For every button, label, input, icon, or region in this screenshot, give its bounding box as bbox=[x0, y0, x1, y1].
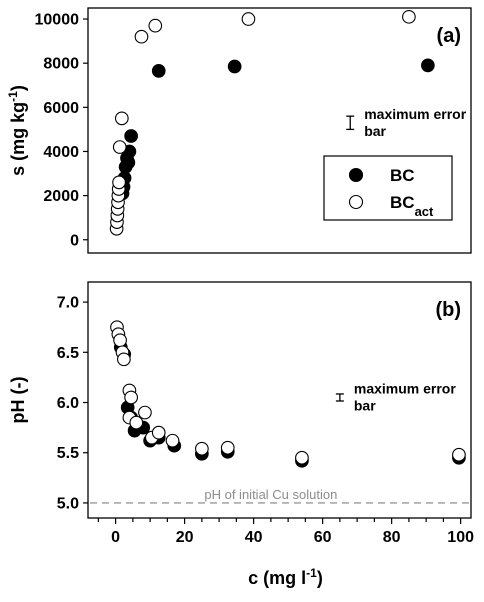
data-point-bc-act bbox=[124, 390, 138, 405]
legend-marker bbox=[348, 167, 364, 183]
y-axis-title: pH (-) bbox=[8, 377, 28, 424]
x-axis-title: c (mg l-1) bbox=[248, 566, 323, 588]
legend-label: BCact bbox=[390, 193, 434, 219]
legend-box bbox=[323, 155, 453, 221]
panel-a: 0 2000 4000 6000 8000 10000 s (mg kg-1) (a) maxi… bbox=[6, 7, 472, 254]
data-point-bc bbox=[421, 58, 435, 73]
y-tick-label: 6.0 bbox=[57, 395, 79, 412]
plot-frame bbox=[87, 281, 472, 519]
x-tick-label: 0 bbox=[111, 529, 120, 546]
plot-frame bbox=[87, 7, 472, 254]
data-point-bc-act bbox=[148, 18, 163, 33]
annotation-line: bar bbox=[364, 123, 386, 139]
y-tick-label: 6.5 bbox=[57, 345, 79, 362]
data-point-bc-act bbox=[295, 450, 309, 465]
reference-line-label: pH of initial Cu solution bbox=[204, 487, 337, 502]
data-point-bc-act bbox=[241, 12, 256, 26]
data-point-bc bbox=[124, 129, 138, 143]
y-tick-label: 5.0 bbox=[57, 495, 79, 512]
y-tick-label: 4000 bbox=[43, 144, 79, 161]
panel-label: (a) bbox=[437, 25, 461, 47]
legend-marker bbox=[348, 194, 364, 210]
y-tick-label: 0 bbox=[70, 232, 79, 249]
data-point-bc-act bbox=[220, 440, 235, 455]
annotation-line: maximum error bbox=[354, 380, 456, 396]
panel-label: (b) bbox=[435, 299, 461, 321]
y-tick-label: 10000 bbox=[35, 12, 80, 29]
annotation-line: bar bbox=[354, 397, 376, 413]
data-point-bc-act bbox=[129, 415, 144, 430]
x-tick-label: 60 bbox=[314, 529, 332, 546]
data-point-bc-act bbox=[113, 333, 127, 348]
data-point-bc-act bbox=[112, 175, 126, 190]
data-point-bc-act bbox=[138, 405, 152, 420]
x-tick-label: 100 bbox=[447, 529, 474, 546]
data-point-bc-act bbox=[134, 29, 149, 44]
data-point-bc-act bbox=[151, 425, 166, 440]
legend-label: BC bbox=[390, 166, 415, 185]
y-axis-title: s (mg kg-1) bbox=[6, 85, 28, 176]
data-point-bc-act bbox=[112, 140, 127, 154]
data-point-bc bbox=[151, 64, 166, 78]
data-point-bc-act bbox=[452, 447, 466, 462]
y-tick-label: 5.5 bbox=[57, 445, 79, 462]
panel-b: pH of initial Cu solution 5.0 5.5 6.0 6.5 7.0… bbox=[8, 281, 474, 588]
data-point-bc-act bbox=[402, 9, 416, 24]
data-point-bc-act bbox=[195, 441, 209, 456]
y-tick-label: 7.0 bbox=[57, 295, 79, 312]
data-point-bc-act bbox=[117, 352, 131, 367]
x-tick-label: 40 bbox=[245, 529, 263, 546]
data-point-bc-act bbox=[114, 111, 129, 126]
data-point-bc-act bbox=[165, 433, 180, 448]
x-tick-label: 80 bbox=[383, 529, 401, 546]
x-tick-label: 20 bbox=[176, 529, 194, 546]
data-point-bc bbox=[227, 59, 242, 74]
y-tick-label: 8000 bbox=[43, 56, 79, 73]
annotation-line: maximum error bbox=[364, 106, 466, 122]
y-tick-label: 2000 bbox=[43, 188, 79, 205]
y-tick-label: 6000 bbox=[43, 100, 79, 117]
